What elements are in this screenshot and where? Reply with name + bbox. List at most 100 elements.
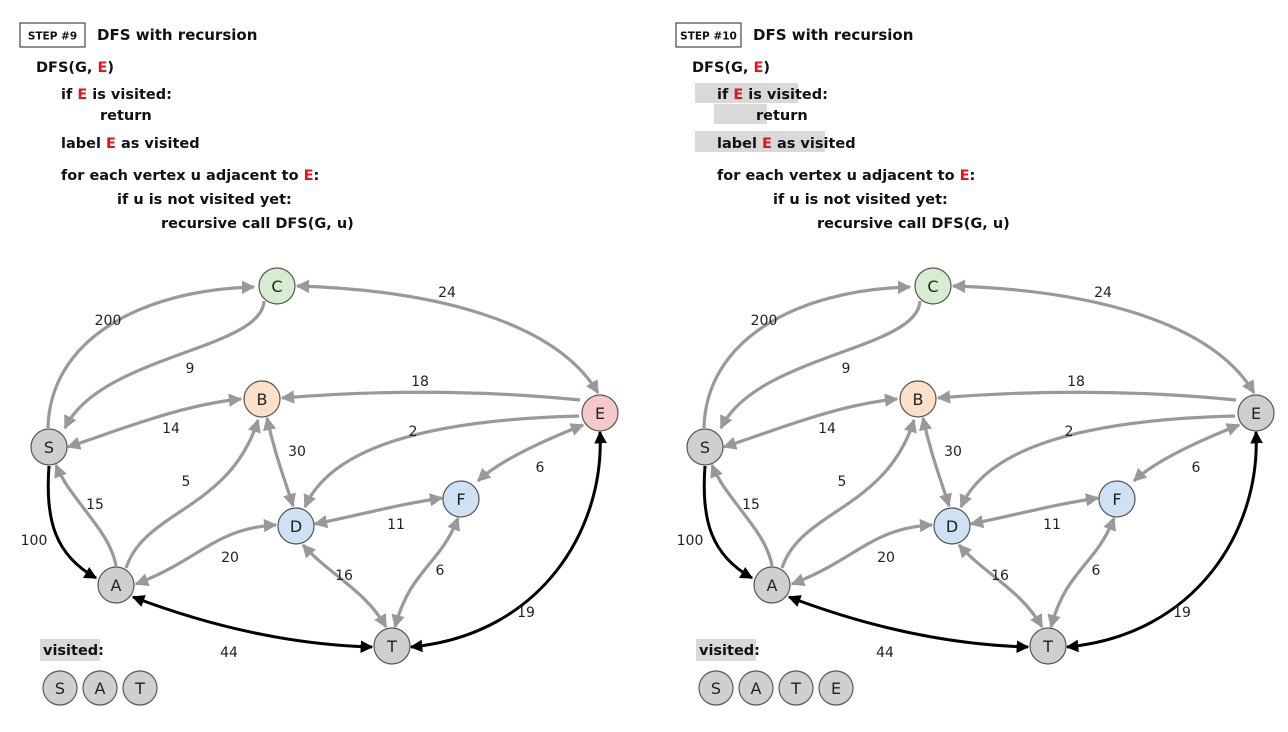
visited-node-e: E (818, 670, 854, 706)
code-if-visited: if E is visited: (717, 87, 828, 103)
edge-b-d (918, 416, 952, 508)
edge-t-f (1047, 516, 1116, 629)
edge-weight-e-b: 18 (411, 374, 429, 390)
code-if-not-visited: if u is not visited yet: (117, 192, 292, 208)
visited-node-a: A (738, 670, 774, 706)
edge-weight-d-f: 11 (1043, 517, 1061, 533)
edge-s-a (702, 465, 754, 580)
edge-s-b (722, 393, 899, 450)
algorithm-title: DFS with recursion (97, 26, 257, 44)
edge-weight-t-f: 6 (1092, 563, 1101, 579)
code-return: return (756, 108, 808, 124)
edge-s-c (702, 280, 912, 429)
visited-node-s: S (42, 670, 78, 706)
edge-weight-a-s: 15 (86, 497, 104, 513)
visited-node-s: S (698, 670, 734, 706)
node-t: T (373, 627, 411, 665)
node-label: D (290, 517, 302, 536)
node-label: E (1251, 404, 1261, 423)
edge-weight-c-s: 9 (186, 361, 195, 377)
visited-node-label: E (831, 679, 841, 698)
node-label: A (767, 576, 778, 595)
code-return: return (100, 108, 152, 124)
visited-node-a: A (82, 670, 118, 706)
code-function-signature: DFS(G, E) (692, 60, 770, 76)
node-label: C (927, 277, 938, 296)
code-for-each: for each vertex u adjacent to E: (61, 168, 319, 184)
visited-node-label: S (55, 679, 65, 698)
edge-weight-e-f: 6 (1192, 460, 1201, 476)
edge-b-d (262, 416, 296, 508)
edge-weight-s-a: 100 (21, 533, 48, 549)
code-label-visited: label E as visited (717, 136, 856, 152)
node-b: B (243, 380, 281, 418)
edge-weight-a-s: 15 (742, 497, 760, 513)
edge-weight-s-b: 14 (818, 421, 836, 437)
node-c: C (914, 267, 952, 305)
edge-t-e (409, 430, 607, 653)
edge-c-e (951, 279, 1256, 395)
edge-t-f (391, 516, 460, 629)
visited-node-label: A (751, 679, 762, 698)
node-a: A (753, 566, 791, 604)
step-label: STEP #9 (28, 31, 77, 43)
code-recursive-call: recursive call DFS(G, u) (817, 216, 1010, 232)
edge-t-e (1065, 430, 1263, 653)
edge-s-b (66, 393, 243, 450)
edge-weight-b-d: 30 (288, 444, 306, 460)
node-label: B (913, 390, 924, 409)
node-e: E (1237, 394, 1275, 432)
edge-weight-c-e: 24 (438, 285, 456, 301)
edge-d-f (969, 493, 1100, 529)
edge-a-d (790, 518, 934, 587)
step-box (675, 22, 742, 48)
edge-e-b (936, 390, 1237, 404)
node-c: C (258, 267, 296, 305)
node-t: T (1029, 627, 1067, 665)
edge-weight-a-d: 20 (221, 550, 239, 566)
algorithm-title: DFS with recursion (753, 26, 913, 44)
visited-node-t: T (122, 670, 158, 706)
edge-weight-b-d: 30 (944, 444, 962, 460)
node-s: S (30, 428, 68, 466)
edge-weight-e-d: 2 (1065, 424, 1074, 440)
node-d: D (277, 507, 315, 545)
edge-e-b (280, 390, 581, 404)
code-if-visited: if E is visited: (61, 87, 172, 103)
step-box (19, 22, 86, 48)
edge-weight-a-b: 5 (838, 474, 847, 490)
node-label: F (456, 490, 465, 509)
edge-a-t (787, 595, 1030, 653)
code-for-each: for each vertex u adjacent to E: (717, 168, 975, 184)
edge-weight-e-d: 2 (409, 424, 418, 440)
node-label: A (111, 576, 122, 595)
edge-weight-a-b: 5 (182, 474, 191, 490)
node-f: F (442, 480, 480, 518)
edge-weight-d-t: 16 (335, 568, 353, 584)
edge-c-e (295, 279, 600, 395)
highlight-return-line (714, 104, 767, 124)
node-label: S (700, 438, 710, 457)
edge-weight-t-e: 19 (517, 605, 535, 621)
edge-weight-d-f: 11 (387, 517, 405, 533)
edge-d-t (301, 543, 388, 629)
node-label: C (271, 277, 282, 296)
node-d: D (933, 507, 971, 545)
edge-weight-a-d: 20 (877, 550, 895, 566)
edge-weight-e-b: 18 (1067, 374, 1085, 390)
code-function-signature: DFS(G, E) (36, 60, 114, 76)
edge-a-s (710, 463, 774, 567)
visited-node-label: T (134, 679, 145, 698)
edge-weight-t-f: 6 (436, 563, 445, 579)
node-label: B (257, 390, 268, 409)
step-label: STEP #10 (680, 31, 737, 43)
edge-weight-c-s: 9 (842, 361, 851, 377)
code-recursive-call: recursive call DFS(G, u) (161, 216, 354, 232)
edge-weight-s-a: 100 (677, 533, 704, 549)
edge-e-f (1132, 423, 1241, 483)
node-b: B (899, 380, 937, 418)
code-label-visited: label E as visited (61, 136, 200, 152)
edge-weight-a-t: 44 (220, 645, 238, 661)
visited-label: visited: (699, 643, 760, 659)
edge-weight-t-e: 19 (1173, 605, 1191, 621)
